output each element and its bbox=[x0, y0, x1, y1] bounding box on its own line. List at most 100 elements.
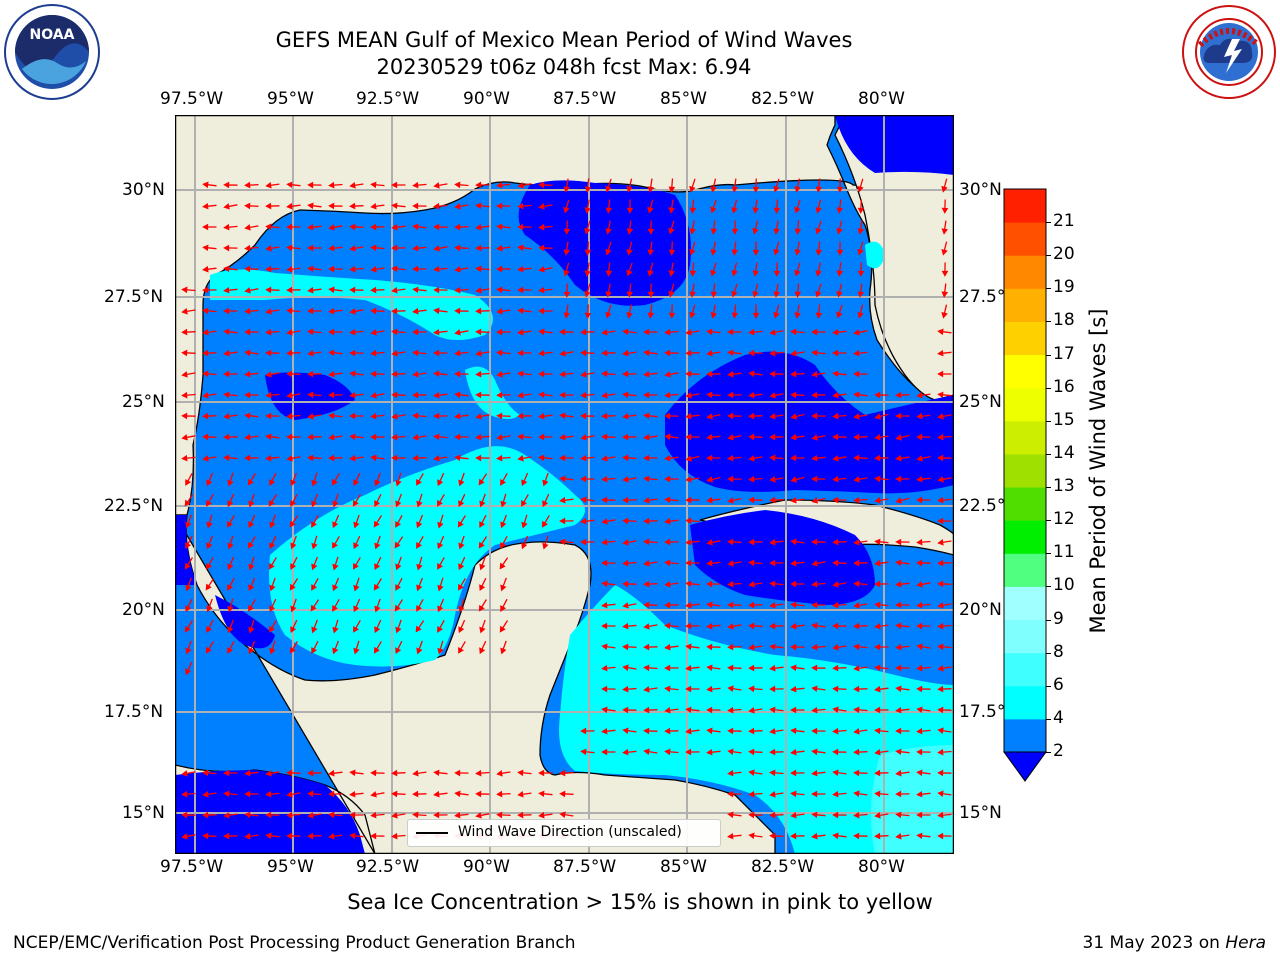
wind-direction-arrow bbox=[223, 812, 238, 819]
colorbar-under-triangle bbox=[1003, 751, 1047, 782]
wind-direction-arrow bbox=[206, 619, 214, 634]
wind-direction-arrow bbox=[496, 412, 511, 420]
wind-direction-arrow bbox=[202, 329, 217, 336]
wind-direction-arrow bbox=[437, 640, 444, 655]
wind-direction-arrow bbox=[244, 328, 259, 336]
colorbar-segment bbox=[1004, 685, 1046, 720]
wind-direction-arrow bbox=[538, 286, 553, 294]
wind-direction-arrow bbox=[475, 413, 490, 420]
lat-label: 25°N bbox=[959, 392, 1002, 412]
wind-direction-arrow bbox=[475, 812, 490, 819]
wind-direction-arrow bbox=[395, 493, 403, 508]
lon-label: 85°W bbox=[660, 857, 707, 877]
wind-direction-arrow bbox=[832, 706, 847, 713]
wind-direction-arrow bbox=[836, 283, 843, 298]
wind-direction-arrow bbox=[496, 391, 511, 399]
wind-direction-arrow bbox=[748, 328, 763, 336]
wind-direction-arrow bbox=[202, 202, 217, 210]
wind-direction-arrow bbox=[307, 223, 322, 231]
wind-direction-arrow bbox=[706, 413, 721, 420]
wind-direction-arrow bbox=[244, 181, 259, 189]
wind-direction-arrow bbox=[643, 454, 658, 462]
wind-direction-arrow bbox=[832, 832, 847, 840]
wind-direction-arrow bbox=[563, 178, 570, 193]
wind-direction-arrow bbox=[496, 328, 511, 336]
wind-direction-arrow bbox=[874, 832, 889, 840]
wind-direction-arrow bbox=[811, 643, 826, 651]
wind-direction-arrow bbox=[769, 349, 784, 357]
wind-direction-arrow bbox=[265, 433, 280, 441]
wind-direction-arrow bbox=[857, 199, 865, 214]
wind-direction-arrow bbox=[727, 727, 742, 735]
wind-direction-arrow bbox=[391, 287, 406, 294]
wind-direction-arrow bbox=[307, 202, 322, 210]
wind-direction-arrow bbox=[773, 304, 780, 319]
wind-vectors bbox=[181, 178, 952, 840]
lon-label: 90°W bbox=[463, 857, 510, 877]
wind-direction-arrow bbox=[706, 664, 721, 671]
wind-direction-arrow bbox=[937, 349, 952, 357]
wind-direction-arrow bbox=[458, 641, 466, 654]
legend-line-swatch bbox=[416, 832, 448, 834]
colorbar-tick-label: 21 bbox=[1053, 211, 1075, 232]
wind-direction-arrow bbox=[412, 202, 427, 210]
wind-direction-arrow bbox=[937, 811, 952, 819]
wind-direction-arrow bbox=[395, 472, 402, 487]
wind-direction-arrow bbox=[563, 262, 570, 277]
colorbar-tick bbox=[1046, 752, 1051, 753]
wind-direction-arrow bbox=[395, 640, 403, 654]
wind-direction-arrow bbox=[748, 601, 763, 609]
wind-direction-arrow bbox=[307, 790, 322, 798]
wind-direction-arrow bbox=[895, 434, 910, 441]
wind-direction-arrow bbox=[748, 748, 763, 756]
wind-direction-arrow bbox=[668, 199, 675, 214]
wind-direction-arrow bbox=[790, 601, 805, 609]
wind-direction-arrow bbox=[769, 811, 784, 819]
wind-direction-arrow bbox=[223, 223, 238, 231]
wind-direction-arrow bbox=[664, 643, 679, 651]
wind-direction-arrow bbox=[647, 199, 654, 214]
wind-direction-arrow bbox=[412, 371, 427, 378]
wind-direction-arrow bbox=[412, 349, 427, 357]
lat-label: 15°N bbox=[959, 803, 1002, 823]
wind-direction-arrow bbox=[727, 706, 742, 714]
lon-label: 87.5°W bbox=[553, 89, 617, 109]
wind-direction-arrow bbox=[874, 643, 889, 651]
wind-direction-arrow bbox=[370, 349, 385, 357]
colorbar-tick-label: 17 bbox=[1053, 343, 1075, 364]
colorbar-tick bbox=[1046, 255, 1051, 257]
wind-direction-arrow bbox=[790, 812, 805, 819]
wind-direction-arrow bbox=[559, 790, 574, 798]
wind-direction-arrow bbox=[685, 433, 700, 441]
colorbar-segment bbox=[1004, 586, 1046, 621]
wind-direction-arrow bbox=[622, 706, 637, 714]
wind-direction-arrow bbox=[937, 665, 952, 672]
wind-direction-arrow bbox=[248, 577, 256, 592]
wind-direction-arrow bbox=[332, 536, 340, 549]
wind-direction-arrow bbox=[412, 307, 427, 315]
wind-direction-arrow bbox=[643, 497, 658, 504]
wind-direction-arrow bbox=[202, 244, 217, 252]
wind-direction-arrow bbox=[517, 286, 532, 294]
wind-direction-arrow bbox=[349, 370, 364, 378]
wind-direction-arrow bbox=[412, 412, 427, 420]
colorbar-tick bbox=[1046, 453, 1051, 455]
wind-direction-arrow bbox=[181, 308, 196, 315]
wind-direction-arrow bbox=[626, 262, 633, 277]
wind-direction-arrow bbox=[269, 472, 277, 487]
wind-direction-arrow bbox=[223, 413, 238, 420]
wind-direction-arrow bbox=[349, 245, 364, 252]
wind-direction-arrow bbox=[622, 643, 637, 651]
wind-direction-arrow bbox=[181, 391, 196, 399]
wind-direction-arrow bbox=[181, 328, 196, 336]
wind-direction-arrow bbox=[937, 832, 952, 840]
wind-direction-arrow bbox=[874, 601, 889, 609]
wind-direction-arrow bbox=[542, 515, 550, 528]
wind-direction-arrow bbox=[748, 412, 763, 420]
wind-direction-arrow bbox=[475, 391, 490, 399]
colorbar-tick bbox=[1046, 487, 1051, 489]
wind-direction-arrow bbox=[853, 539, 868, 546]
wind-direction-arrow bbox=[416, 640, 423, 655]
wind-direction-arrow bbox=[412, 790, 427, 798]
wind-direction-arrow bbox=[458, 578, 466, 591]
